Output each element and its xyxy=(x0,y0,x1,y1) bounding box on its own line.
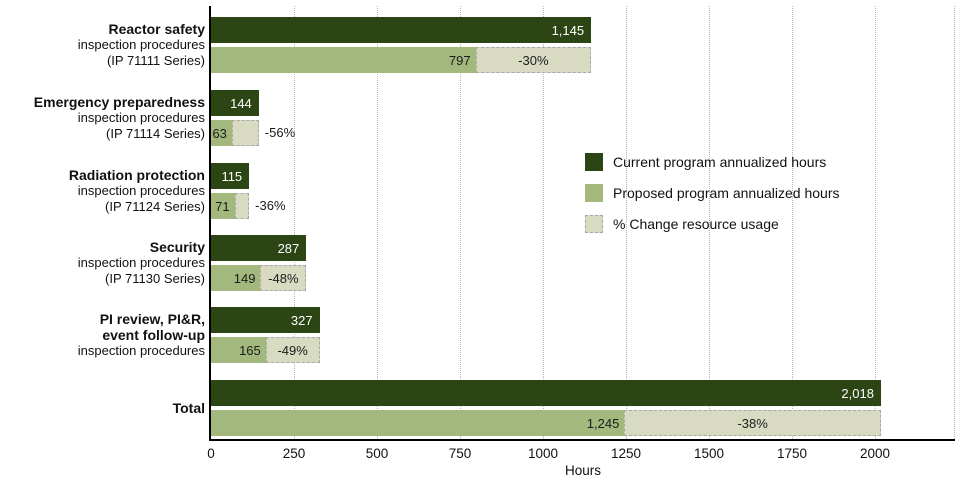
gridline-750 xyxy=(460,6,461,439)
proposed-hours-bar: 149 xyxy=(211,265,261,291)
current-hours-bar: 327 xyxy=(211,307,320,333)
gridline-2000 xyxy=(875,6,876,439)
proposed-hours-bar: 71 xyxy=(211,193,235,219)
legend-label-proposed: Proposed program annualized hours xyxy=(613,185,840,201)
plot-right-edge xyxy=(954,6,955,439)
category-label: Reactor safety inspection procedures (IP 7… xyxy=(0,17,205,73)
percent-change-bar: -30% xyxy=(475,47,592,73)
x-axis-title: Hours xyxy=(564,463,601,478)
proposed-hours-bar: 1,245 xyxy=(211,410,625,436)
legend: Current program annualized hours Proposed… xyxy=(585,153,839,246)
x-tick-label: 1000 xyxy=(527,446,559,461)
legend-item-current: Current program annualized hours xyxy=(585,153,839,171)
gridline-1000 xyxy=(543,6,544,439)
legend-swatch-change xyxy=(585,215,603,233)
category-sub-line: inspection procedures xyxy=(77,343,205,358)
plot-area: 1,145 797 -30% 144 63 -56% 115 71 -36% 287 149 -48%… xyxy=(211,6,955,439)
current-hours-bar: 115 xyxy=(211,163,250,189)
percent-change-value: -38% xyxy=(737,415,768,431)
category-title-line: Reactor safety xyxy=(108,21,206,37)
category-sub-line: inspection procedures xyxy=(77,110,205,125)
proposed-hours-value: 165 xyxy=(239,342,261,358)
current-hours-value: 287 xyxy=(277,240,300,256)
x-axis-line xyxy=(209,439,955,441)
current-hours-value: 2,018 xyxy=(841,385,874,401)
legend-item-change: % Change resource usage xyxy=(585,215,839,233)
current-hours-bar: 1,145 xyxy=(211,17,592,43)
legend-label-change: % Change resource usage xyxy=(613,216,779,232)
legend-label-current: Current program annualized hours xyxy=(613,154,827,170)
x-tick-label: 750 xyxy=(448,446,472,461)
x-tick-label: 1500 xyxy=(693,446,725,461)
category-title-line: Security xyxy=(149,239,205,255)
category-label: Total xyxy=(0,380,205,436)
x-tick-label: 0 xyxy=(207,446,215,461)
category-sub-line: (IP 71114 Series) xyxy=(106,126,205,141)
gridline-500 xyxy=(377,6,378,439)
category-title-line: Emergency preparedness xyxy=(33,94,205,110)
legend-swatch-proposed xyxy=(585,184,603,202)
x-tick-label: 250 xyxy=(282,446,306,461)
category-sub-line: inspection procedures xyxy=(77,37,205,52)
category-title-line: Radiation protection xyxy=(68,167,205,183)
category-sub-line: inspection procedures xyxy=(77,183,205,198)
gridline-1500 xyxy=(709,6,710,439)
proposed-hours-value: 797 xyxy=(448,52,471,68)
x-tick-label: 500 xyxy=(365,446,389,461)
percent-change-bar: -49% xyxy=(265,337,320,363)
proposed-hours-value: 1,245 xyxy=(586,415,620,431)
proposed-hours-bar: 63 xyxy=(211,120,232,146)
current-hours-bar: 2,018 xyxy=(211,380,881,406)
category-label: Emergency preparedness inspection procedu… xyxy=(0,90,205,146)
legend-item-proposed: Proposed program annualized hours xyxy=(585,184,839,202)
percent-change-value: -36% xyxy=(255,198,286,213)
current-hours-value: 144 xyxy=(230,95,252,111)
percent-change-value: -30% xyxy=(518,52,549,68)
proposed-hours-bar: 797 xyxy=(211,47,476,73)
current-hours-bar: 144 xyxy=(211,90,259,116)
x-tick-label: 2000 xyxy=(859,446,891,461)
percent-change-bar xyxy=(231,120,259,146)
category-sub-line: inspection procedures xyxy=(77,255,205,270)
category-label: Security inspection procedures (IP 71130 S… xyxy=(0,235,205,291)
category-title-line: event follow-up xyxy=(102,327,205,343)
gridline-1250 xyxy=(626,6,627,439)
category-title-line: Total xyxy=(172,400,205,416)
proposed-hours-value: 63 xyxy=(212,125,227,141)
proposed-hours-value: 149 xyxy=(233,270,256,286)
percent-change-value: -48% xyxy=(268,270,299,286)
percent-change-bar: -38% xyxy=(624,410,881,436)
percent-change-value: -49% xyxy=(277,342,308,358)
category-label: PI review, PI&R, event follow-up inspectio… xyxy=(0,307,205,363)
percent-change-value: -56% xyxy=(264,125,296,140)
category-label: Radiation protection inspection procedure… xyxy=(0,163,205,219)
y-axis-line xyxy=(209,6,211,441)
category-title-line: PI review, PI&R, xyxy=(99,311,205,327)
percent-change-bar xyxy=(234,193,250,219)
proposed-hours-bar: 165 xyxy=(211,337,266,363)
current-hours-bar: 287 xyxy=(211,235,307,261)
category-sub-line: (IP 71111 Series) xyxy=(106,53,205,68)
percent-change-bar: -48% xyxy=(260,265,307,291)
x-tick-label: 1250 xyxy=(610,446,642,461)
legend-swatch-current xyxy=(585,153,603,171)
category-sub-line: (IP 71124 Series) xyxy=(105,199,205,214)
gridline-250 xyxy=(294,6,295,439)
category-sub-line: (IP 71130 Series) xyxy=(105,271,205,286)
current-hours-value: 327 xyxy=(290,312,313,328)
current-hours-value: 1,145 xyxy=(551,22,585,38)
gridline-1750 xyxy=(792,6,793,439)
proposed-hours-value: 71 xyxy=(215,198,230,214)
x-tick-label: 1750 xyxy=(776,446,808,461)
current-hours-value: 115 xyxy=(221,168,243,184)
